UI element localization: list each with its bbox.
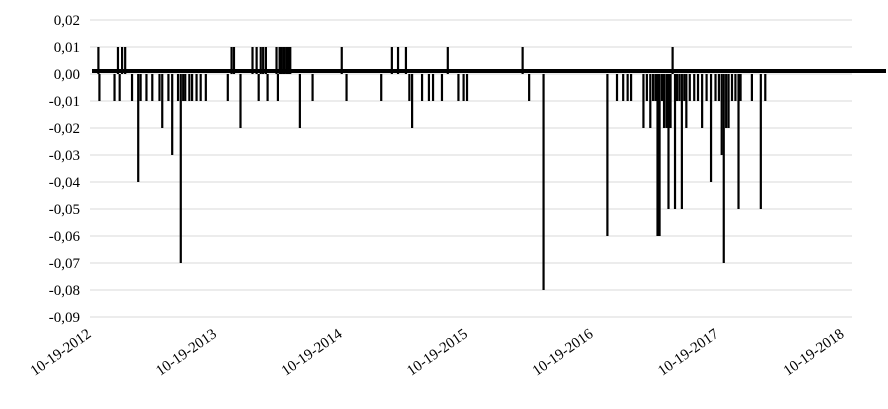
x-tick-label: 10-19-2014 — [279, 326, 346, 380]
y-tick-label: -0,08 — [49, 283, 80, 299]
y-tick-label: -0,09 — [49, 310, 80, 326]
x-tick-label: 10-19-2018 — [781, 326, 848, 379]
x-tick-label: 10-19-2012 — [28, 326, 95, 379]
x-tick-label: 10-19-2013 — [153, 326, 220, 379]
y-tick-label: 0,02 — [54, 13, 80, 29]
y-axis-tick-labels: 0,02 0,01 0,00 -0,01 -0,02 -0,03 -0,04 -0,05 -0,… — [49, 13, 81, 326]
x-axis-tick-labels: 10-19-2012 10-19-2013 10-19-2014 10-19-2015… — [28, 326, 848, 380]
gridlines — [90, 19, 852, 318]
y-tick-label: 0,01 — [54, 40, 80, 56]
x-tick-label: 10-19-2015 — [404, 326, 471, 379]
y-tick-label: -0,02 — [49, 121, 80, 137]
bars — [97, 47, 767, 290]
y-tick-label: -0,05 — [49, 202, 80, 218]
x-tick-label: 10-19-2016 — [530, 326, 597, 380]
y-tick-label: -0,07 — [49, 256, 81, 272]
x-tick-label: 10-19-2017 — [655, 326, 722, 380]
y-tick-label: -0,06 — [49, 229, 81, 245]
y-tick-label: -0,04 — [49, 175, 81, 191]
y-tick-label: -0,03 — [49, 148, 80, 164]
y-tick-label: -0,01 — [49, 94, 80, 110]
y-tick-label: 0,00 — [54, 67, 80, 83]
